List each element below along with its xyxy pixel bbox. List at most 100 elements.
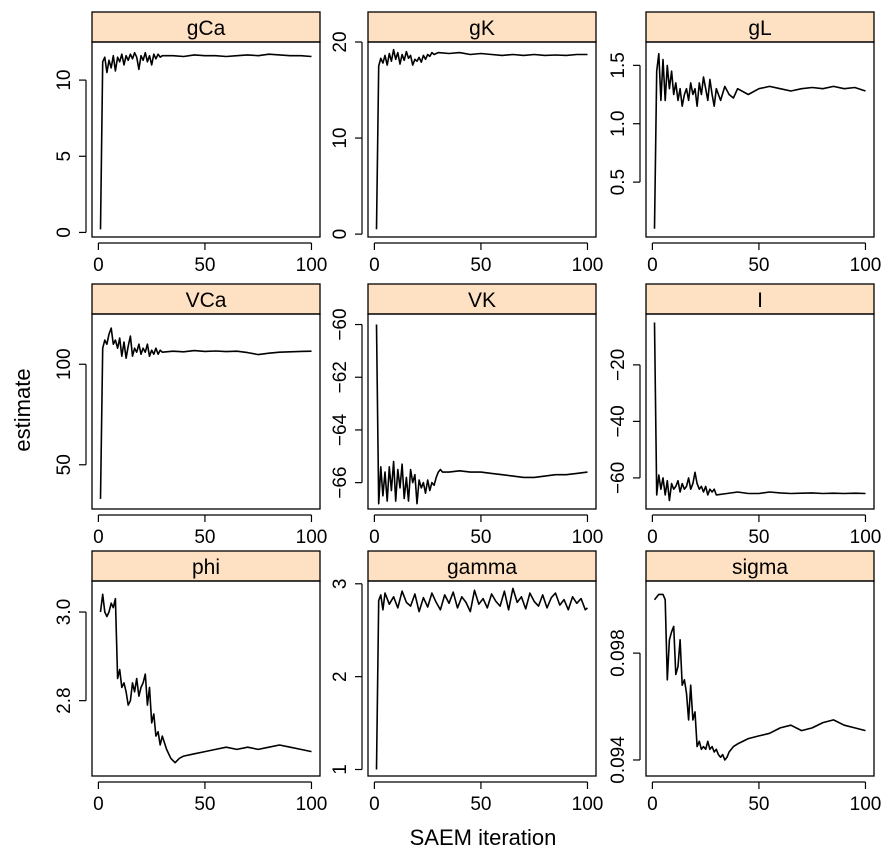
strip-gamma xyxy=(367,550,597,582)
x-tick-label: 0 xyxy=(647,255,658,276)
x-axis-gL: 0 50 100 xyxy=(647,242,882,276)
y-axis-gK: 0 10 20 xyxy=(330,31,363,240)
y-tick-label: −62 xyxy=(330,361,351,393)
strip-gK xyxy=(367,11,597,43)
plot-frame-I xyxy=(645,313,875,510)
y-axis-phi: 2.8 3.0 xyxy=(54,599,87,714)
y-tick-label: 0 xyxy=(330,229,351,240)
x-tick-label: 100 xyxy=(296,527,328,548)
x-axis-phi: 0 50 100 xyxy=(93,781,327,815)
x-axis-gamma: 0 50 100 xyxy=(369,781,604,815)
series-line-VCa xyxy=(99,327,312,499)
strip-label-gL: gL xyxy=(748,17,771,40)
strip-VCa xyxy=(91,283,321,315)
y-tick-label: 0.098 xyxy=(608,629,629,677)
y-axis-gL: 0.5 1.0 1.5 xyxy=(608,52,641,195)
y-tick-label: 10 xyxy=(54,70,75,91)
series-line-gamma xyxy=(375,587,589,770)
y-tick-label: 5 xyxy=(54,151,75,162)
x-tick-label: 100 xyxy=(572,527,604,548)
plot-frame-VK xyxy=(367,313,597,510)
x-tick-label: 0 xyxy=(647,794,658,815)
series-line-VK xyxy=(375,324,588,505)
x-tick-label: 0 xyxy=(93,527,104,548)
y-tick-label: 10 xyxy=(330,127,351,148)
x-tick-label: 100 xyxy=(850,255,882,276)
x-tick-label: 100 xyxy=(572,794,604,815)
x-axis-I: 0 50 100 xyxy=(647,514,882,548)
x-axis-sigma: 0 50 100 xyxy=(647,781,882,815)
strip-label-I: I xyxy=(757,289,763,312)
y-tick-label: 50 xyxy=(54,454,75,475)
y-tick-label: −20 xyxy=(608,349,629,381)
x-tick-label: 50 xyxy=(470,794,491,815)
series-line-phi xyxy=(99,593,312,764)
strip-gL xyxy=(645,11,875,43)
series-line-sigma xyxy=(653,593,866,761)
y-tick-label: 20 xyxy=(330,31,351,52)
strip-label-phi: phi xyxy=(192,556,220,579)
plot-frame-VCa xyxy=(91,313,321,510)
y-axis-gCa: 0 5 10 xyxy=(54,70,87,238)
x-tick-label: 50 xyxy=(748,527,769,548)
y-tick-label: −40 xyxy=(608,405,629,437)
y-tick-label: 100 xyxy=(54,348,75,380)
y-tick-label: 0 xyxy=(54,227,75,238)
strip-label-gamma: gamma xyxy=(447,556,517,579)
x-tick-label: 0 xyxy=(93,794,104,815)
panel-gCa: gCa 0 50 100 0 5 10 xyxy=(54,11,327,276)
x-tick-label: 0 xyxy=(369,794,380,815)
plot-frame-gamma xyxy=(367,580,597,777)
strip-phi xyxy=(91,550,321,582)
x-tick-label: 50 xyxy=(748,794,769,815)
y-tick-label: −64 xyxy=(330,413,351,446)
y-tick-label: −66 xyxy=(330,467,351,499)
series-line-gL xyxy=(653,52,866,229)
panel-gK: gK 0 50 100 0 10 20 xyxy=(330,11,604,276)
strip-label-sigma: sigma xyxy=(732,556,788,579)
x-axis-VK: 0 50 100 xyxy=(369,514,604,548)
series-line-I xyxy=(653,322,866,502)
x-axis-VCa: 0 50 100 xyxy=(93,514,328,548)
panel-gL: gL 0 50 100 0.5 1.0 1.5 xyxy=(608,11,882,276)
strip-label-gCa: gCa xyxy=(187,17,226,40)
y-tick-label: 1.5 xyxy=(608,52,629,78)
y-tick-label: 0.5 xyxy=(608,169,629,195)
panel-VCa: VCa 0 50 100 50 100 xyxy=(54,283,328,548)
x-tick-label: 50 xyxy=(194,794,215,815)
y-tick-label: −60 xyxy=(330,308,351,340)
panel-gamma: gamma 0 50 100 1 2 3 xyxy=(330,550,604,815)
y-axis-sigma: 0.094 0.098 xyxy=(608,629,641,784)
x-tick-label: 0 xyxy=(647,527,658,548)
x-tick-label: 100 xyxy=(572,255,604,276)
panel-phi: phi 0 50 100 2.8 3.0 xyxy=(54,550,327,815)
strip-label-gK: gK xyxy=(469,17,495,40)
y-axis-I: −60 −40 −20 xyxy=(608,349,641,494)
x-tick-label: 50 xyxy=(470,255,491,276)
x-tick-label: 50 xyxy=(194,255,215,276)
x-tick-label: 100 xyxy=(850,794,882,815)
y-tick-label: 2.8 xyxy=(54,687,75,713)
x-axis-title: SAEM iteration xyxy=(410,825,557,850)
y-tick-label: 3.0 xyxy=(54,599,75,625)
strip-sigma xyxy=(645,550,875,582)
plot-frame-gK xyxy=(367,41,597,238)
strip-I xyxy=(645,283,875,315)
y-tick-label: 0.094 xyxy=(608,736,629,784)
strip-VK xyxy=(367,283,597,315)
series-line-gCa xyxy=(99,51,312,230)
y-tick-label: 2 xyxy=(330,671,351,682)
y-tick-label: −60 xyxy=(608,462,629,494)
y-tick-label: 1 xyxy=(330,764,351,775)
x-tick-label: 100 xyxy=(850,527,882,548)
x-tick-label: 0 xyxy=(93,255,104,276)
x-tick-label: 0 xyxy=(369,527,380,548)
plot-frame-phi xyxy=(91,580,321,777)
x-axis-gCa: 0 50 100 xyxy=(93,242,327,276)
strip-label-VCa: VCa xyxy=(186,289,227,312)
y-tick-label: 3 xyxy=(330,578,351,589)
y-axis-title: estimate xyxy=(10,368,35,451)
